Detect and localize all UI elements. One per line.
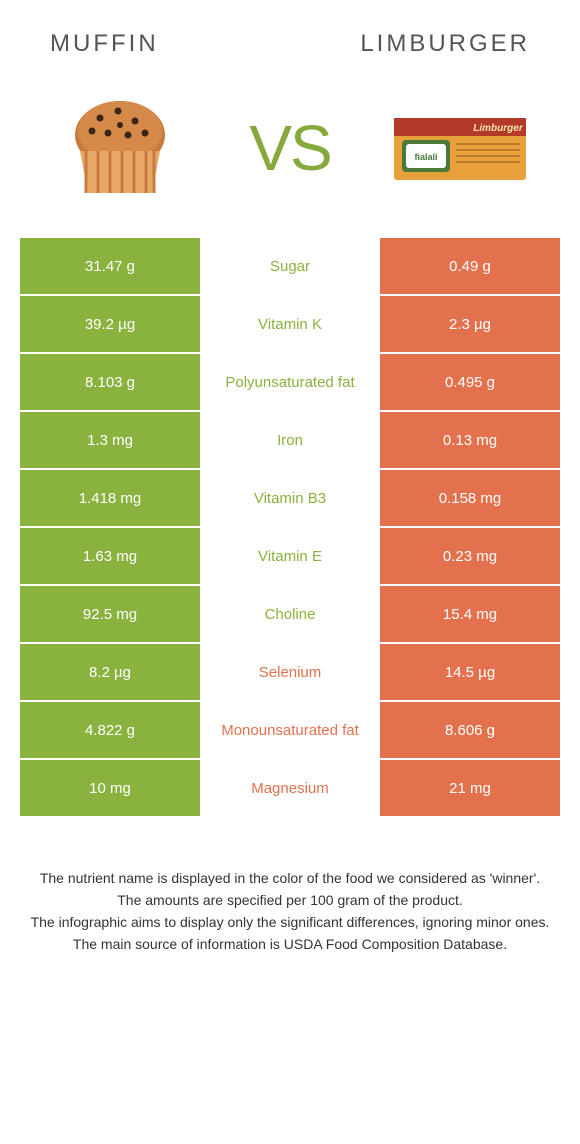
table-row: 39.2 µgVitamin K2.3 µg (20, 296, 560, 352)
nutrient-name: Selenium (200, 644, 380, 700)
value-right: 0.495 g (380, 354, 560, 410)
title-right: Limburger (360, 30, 530, 58)
value-left: 8.2 µg (20, 644, 200, 700)
table-row: 10 mgMagnesium21 mg (20, 760, 560, 816)
value-right: 0.158 mg (380, 470, 560, 526)
footer-line: The nutrient name is displayed in the co… (30, 868, 550, 889)
value-left: 4.822 g (20, 702, 200, 758)
nutrient-name: Choline (200, 586, 380, 642)
nutrient-name: Sugar (200, 238, 380, 294)
nutrient-name: Vitamin K (200, 296, 380, 352)
table-row: 8.103 gPolyunsaturated fat0.495 g (20, 354, 560, 410)
svg-text:Limburger: Limburger (473, 123, 524, 134)
nutrient-name: Vitamin B3 (200, 470, 380, 526)
value-left: 10 mg (20, 760, 200, 816)
value-right: 8.606 g (380, 702, 560, 758)
vs-label: VS (249, 111, 330, 185)
table-row: 31.47 gSugar0.49 g (20, 238, 560, 294)
table-row: 1.63 mgVitamin E0.23 mg (20, 528, 560, 584)
table-row: 1.418 mgVitamin B30.158 mg (20, 470, 560, 526)
limburger-image: fialali Limburger (390, 88, 530, 208)
nutrition-table: 31.47 gSugar0.49 g39.2 µgVitamin K2.3 µg… (0, 238, 580, 816)
value-left: 1.418 mg (20, 470, 200, 526)
value-right: 21 mg (380, 760, 560, 816)
value-right: 15.4 mg (380, 586, 560, 642)
value-left: 1.63 mg (20, 528, 200, 584)
title-left: Muffin (50, 30, 159, 58)
table-row: 92.5 mgCholine15.4 mg (20, 586, 560, 642)
header: Muffin Limburger (0, 0, 580, 68)
table-row: 1.3 mgIron0.13 mg (20, 412, 560, 468)
footer-notes: The nutrient name is displayed in the co… (0, 818, 580, 976)
nutrient-name: Magnesium (200, 760, 380, 816)
value-right: 14.5 µg (380, 644, 560, 700)
table-row: 4.822 gMonounsaturated fat8.606 g (20, 702, 560, 758)
footer-line: The main source of information is USDA F… (30, 934, 550, 955)
value-left: 1.3 mg (20, 412, 200, 468)
images-row: VS fialali Limburger (0, 68, 580, 238)
value-left: 92.5 mg (20, 586, 200, 642)
svg-text:fialali: fialali (414, 152, 437, 162)
value-left: 8.103 g (20, 354, 200, 410)
nutrient-name: Monounsaturated fat (200, 702, 380, 758)
value-left: 39.2 µg (20, 296, 200, 352)
value-right: 0.23 mg (380, 528, 560, 584)
value-left: 31.47 g (20, 238, 200, 294)
nutrient-name: Iron (200, 412, 380, 468)
value-right: 2.3 µg (380, 296, 560, 352)
value-right: 0.13 mg (380, 412, 560, 468)
nutrient-name: Polyunsaturated fat (200, 354, 380, 410)
footer-line: The amounts are specified per 100 gram o… (30, 890, 550, 911)
nutrient-name: Vitamin E (200, 528, 380, 584)
table-row: 8.2 µgSelenium14.5 µg (20, 644, 560, 700)
footer-line: The infographic aims to display only the… (30, 912, 550, 933)
value-right: 0.49 g (380, 238, 560, 294)
muffin-image (50, 88, 190, 208)
